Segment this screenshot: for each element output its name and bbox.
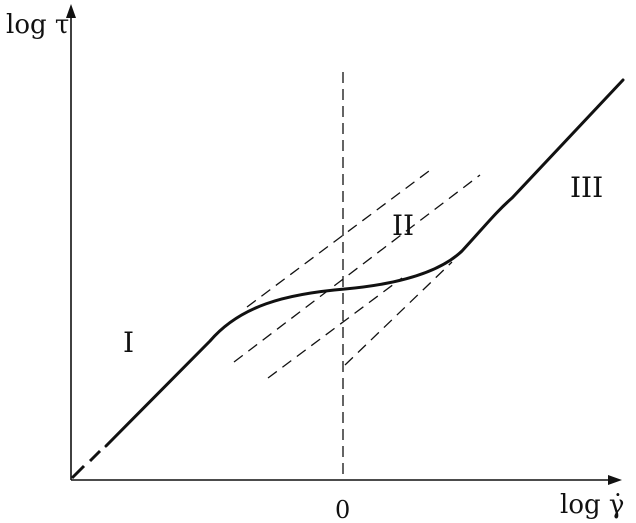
flow-curve-solid [104,78,625,448]
slope-guide-lines [233,167,481,379]
flow-curve-dashed-segment-1 [70,464,86,480]
region-label-i: I [123,326,134,359]
slope-guide-line-4 [344,261,453,366]
origin-tick-label: 0 [335,496,350,523]
slope-guide-line-1 [246,167,434,308]
y-axis-arrowhead [66,4,76,18]
region-label-iii: III [570,171,603,204]
flow-curve [70,78,625,480]
slope-guide-line-3 [267,277,403,379]
region-label-ii: II [392,209,414,242]
axes [66,4,622,485]
x-axis-label: log γ̇ [560,490,624,520]
y-axis-label: log τ [6,10,69,40]
slope-guide-line-2 [233,174,481,363]
x-axis-arrowhead [608,475,622,485]
flow-curve-dashed-segment-2 [88,449,102,463]
